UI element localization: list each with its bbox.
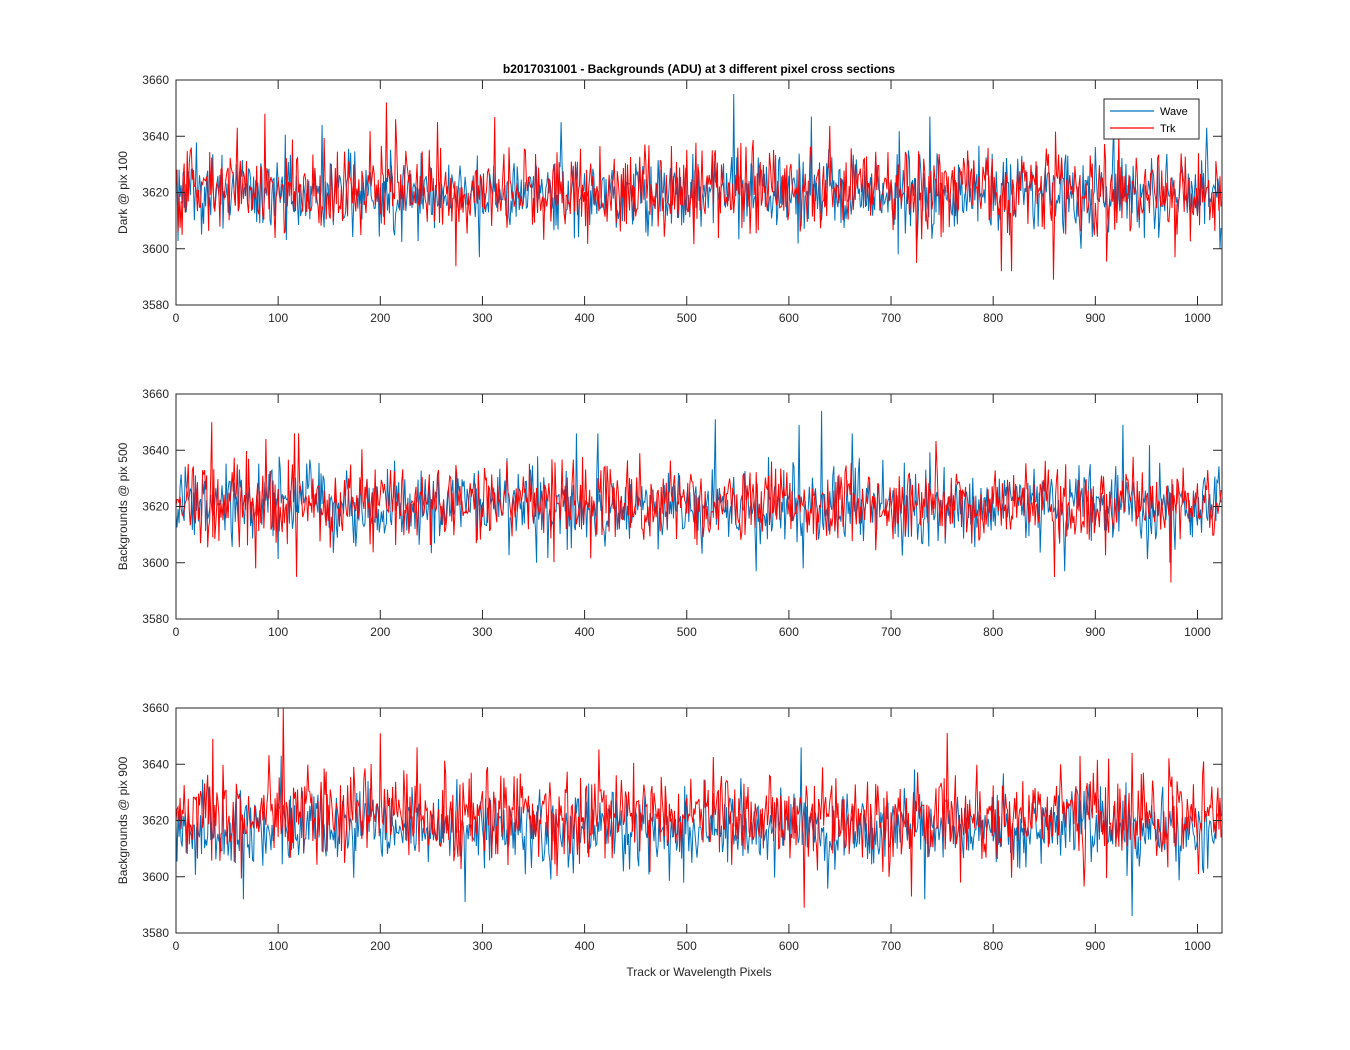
x-tick-label: 800 [983,311,1003,325]
x-tick-label: 200 [370,939,390,953]
y-tick-label: 3660 [142,701,169,715]
y-axis-label: Backgrounds @ pix 900 [116,756,130,884]
y-tick-label: 3620 [142,500,169,514]
x-tick-label: 100 [268,311,288,325]
legend: Wave Trk [1103,98,1200,140]
series-line-trk [176,422,1222,583]
x-axis-label: Track or Wavelength Pixels [626,965,771,979]
y-tick-label: 3600 [142,870,169,884]
x-tick-label: 700 [881,311,901,325]
series-line-trk [176,102,1222,280]
y-tick-label: 3600 [142,556,169,570]
y-tick-label: 3600 [142,242,169,256]
x-tick-label: 400 [575,939,595,953]
x-tick-label: 600 [779,625,799,639]
x-tick-label: 800 [983,939,1003,953]
x-tick-label: 500 [677,939,697,953]
figure-title: b2017031001 - Backgrounds (ADU) at 3 dif… [503,62,895,76]
x-tick-label: 0 [173,939,180,953]
x-tick-label: 900 [1085,625,1105,639]
x-tick-label: 700 [881,625,901,639]
x-tick-label: 600 [779,939,799,953]
x-tick-label: 500 [677,625,697,639]
x-tick-label: 400 [575,625,595,639]
subplot-2: 0 100 200 300 400 500 600 700 800 900 1000 3580 3600… [116,387,1223,639]
y-tick-label: 3640 [142,129,169,143]
y-tick-label: 3580 [142,926,169,940]
subplot-3: 0 100 200 300 400 500 600 700 800 900 1000 3580 3600… [116,701,1223,953]
y-tick-label: 3640 [142,443,169,457]
x-tick-label: 0 [173,311,180,325]
x-tick-label: 400 [575,311,595,325]
x-tick-label: 1000 [1184,311,1211,325]
y-tick-label: 3620 [142,814,169,828]
x-tick-label: 300 [472,311,492,325]
legend-label-trk: Trk [1160,123,1176,135]
x-tick-label: 100 [268,625,288,639]
y-tick-label: 3640 [142,757,169,771]
x-tick-label: 0 [173,625,180,639]
y-tick-label: 3580 [142,298,169,312]
x-tick-label: 500 [677,311,697,325]
y-tick-label: 3660 [142,73,169,87]
x-tick-label: 300 [472,939,492,953]
y-tick-label: 3660 [142,387,169,401]
x-tick-label: 700 [881,939,901,953]
legend-label-wave: Wave [1160,106,1188,118]
x-tick-label: 900 [1085,311,1105,325]
x-tick-label: 1000 [1184,939,1211,953]
y-axis-label: Dark @ pix 100 [116,151,130,234]
x-tick-label: 900 [1085,939,1105,953]
x-tick-label: 600 [779,311,799,325]
x-tick-label: 800 [983,625,1003,639]
series-line-trk [176,708,1222,908]
legend-box [1103,98,1200,140]
series-line-wave [176,94,1222,258]
x-tick-label: 100 [268,939,288,953]
y-tick-label: 3580 [142,612,169,626]
subplot-1: 0 100 200 300 400 500 600 700 800 900 1000 3580 3600… [116,73,1223,325]
y-tick-label: 3620 [142,186,169,200]
x-tick-label: 1000 [1184,625,1211,639]
y-axis-label: Backgrounds @ pix 500 [116,442,130,570]
series-line-wave [176,747,1222,917]
axes-root: 0 100 200 300 400 500 600 700 800 900 100035803600… [116,73,1223,953]
x-tick-label: 300 [472,625,492,639]
x-tick-label: 200 [370,311,390,325]
x-tick-label: 200 [370,625,390,639]
